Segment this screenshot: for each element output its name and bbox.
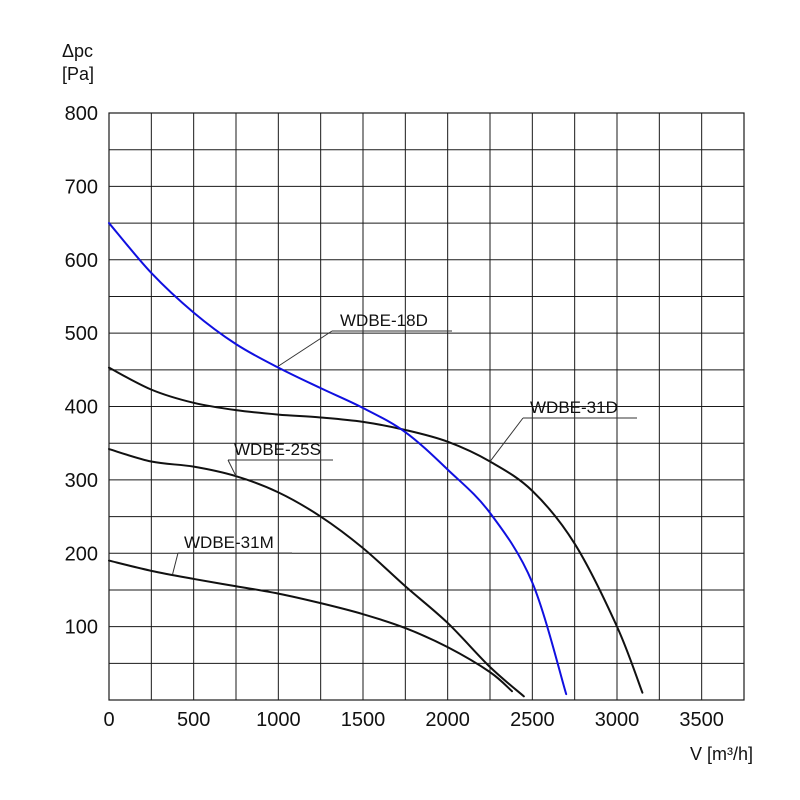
series-curves	[108, 222, 644, 698]
annotation-label-wdbe-31d: WDBE-31D	[530, 398, 618, 417]
plot-frame	[108, 112, 745, 701]
y-tick-label: 700	[65, 176, 98, 198]
y-tick-label: 500	[65, 323, 98, 345]
x-tick-label: 2000	[425, 709, 470, 731]
annotation-leader-line	[278, 330, 333, 367]
axis-labels: Δpc [Pa] V [m³/h]	[62, 41, 753, 764]
y-tick-label: 300	[65, 470, 98, 492]
grid	[108, 112, 745, 701]
x-tick-label: 1000	[256, 709, 301, 731]
y-tick-label: 800	[65, 103, 98, 125]
x-tick-label: 500	[177, 709, 210, 731]
annotation-leader-line	[172, 552, 179, 575]
annotation-leader-line	[489, 417, 524, 462]
y-tick-label: 100	[65, 617, 98, 639]
x-tick-label: 0	[103, 709, 114, 731]
y-axis-label-symbol: Δpc	[62, 41, 93, 61]
x-axis-label: V [m³/h]	[690, 744, 753, 764]
series-line-wdbe-31m	[108, 559, 514, 693]
annotation-leaders	[172, 330, 637, 575]
x-tick-label: 3500	[679, 709, 724, 731]
y-axis-label-unit: [Pa]	[62, 64, 94, 84]
x-tick-label: 1500	[341, 709, 386, 731]
series-line-wdbe-31d	[108, 366, 644, 694]
annotation-label-wdbe-31m: WDBE-31M	[184, 533, 274, 552]
annotation-label-wdbe-18d: WDBE-18D	[340, 311, 428, 330]
series-line-wdbe-25s	[108, 448, 525, 698]
annotations: WDBE-18D WDBE-31D WDBE-25S WDBE-31M	[184, 311, 618, 552]
tick-labels: 0 500 1000 1500 2000 2500 3000 3500 100 200 300 400…	[65, 103, 724, 731]
annotation-leader-line	[227, 459, 237, 477]
x-tick-label: 3000	[595, 709, 640, 731]
y-tick-label: 200	[65, 543, 98, 565]
annotation-label-wdbe-25s: WDBE-25S	[234, 440, 321, 459]
y-tick-label: 600	[65, 250, 98, 272]
x-tick-label: 2500	[510, 709, 555, 731]
y-tick-label: 400	[65, 397, 98, 419]
series-line-wdbe-18d	[108, 222, 568, 696]
